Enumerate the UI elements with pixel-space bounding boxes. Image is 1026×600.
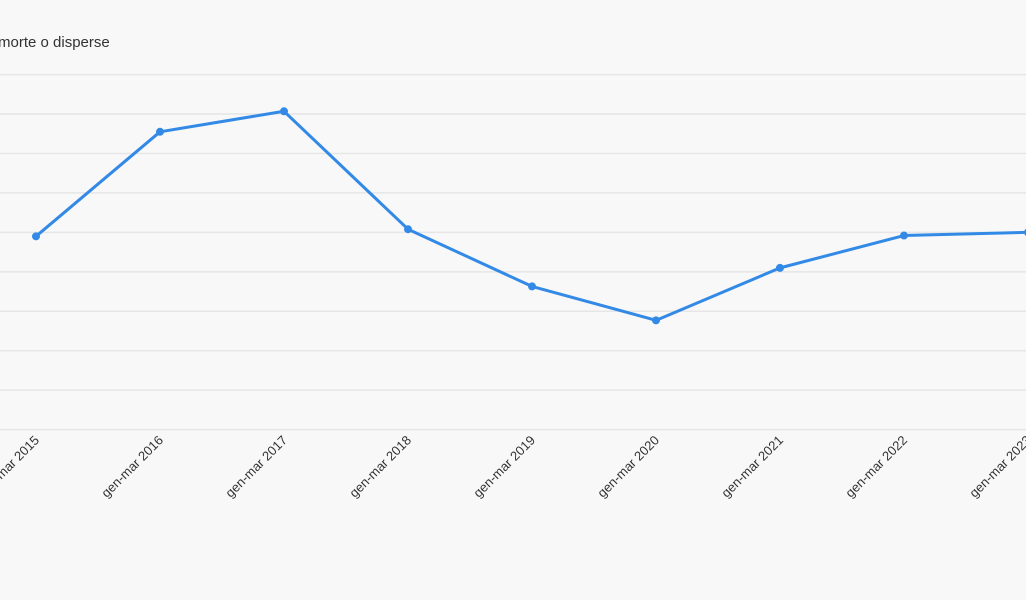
x-tick-label: gen-mar 2017 bbox=[222, 433, 290, 501]
data-point[interactable] bbox=[32, 232, 40, 241]
x-axis-tick-labels: gen-mar 2015 gen-mar 2016 gen-mar 2017 gen-… bbox=[0, 433, 1026, 501]
data-point[interactable] bbox=[900, 231, 908, 240]
data-point[interactable] bbox=[528, 282, 536, 291]
data-point[interactable] bbox=[404, 225, 412, 234]
series-layer bbox=[32, 107, 1026, 325]
x-tick-label: gen-mar 2022 bbox=[842, 433, 910, 501]
x-tick-label: gen-mar 2018 bbox=[346, 433, 414, 501]
x-tick-label: gen-mar 2016 bbox=[98, 433, 166, 501]
data-point[interactable] bbox=[156, 127, 164, 136]
x-tick-label: gen-mar 2020 bbox=[594, 433, 662, 501]
x-tick-label: gen-mar 2023 bbox=[966, 433, 1026, 501]
x-tick-label: gen-mar 2015 bbox=[0, 433, 42, 501]
x-tick-label: gen-mar 2021 bbox=[718, 433, 786, 501]
data-point[interactable] bbox=[776, 263, 784, 272]
x-tick-label: gen-mar 2019 bbox=[470, 433, 538, 501]
gridlines bbox=[0, 73, 1026, 431]
chart-title: morte o disperse bbox=[0, 34, 110, 51]
data-point[interactable] bbox=[652, 316, 660, 325]
data-point[interactable] bbox=[280, 107, 288, 116]
